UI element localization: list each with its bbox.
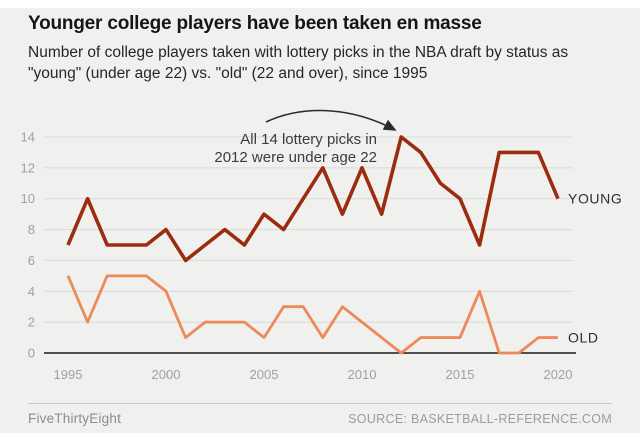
source-label: SOURCE: BASKETBALL-REFERENCE.COM — [348, 411, 612, 426]
y-tick-label: 0 — [28, 346, 35, 361]
annotation-line1: All 14 lottery picks in — [240, 131, 377, 148]
series-label-young: YOUNG — [568, 191, 622, 207]
y-tick-label: 10 — [21, 191, 35, 206]
chart-title: Younger college players have been taken … — [28, 13, 482, 34]
y-tick-label: 2 — [28, 315, 35, 330]
y-tick-label: 12 — [21, 160, 35, 175]
x-tick-label: 2010 — [348, 367, 377, 382]
annotation-arrow — [265, 109, 397, 131]
x-tick-label: 2020 — [544, 367, 573, 382]
chart-header: Younger college players have been taken … — [28, 12, 624, 84]
x-tick-label: 2005 — [250, 367, 279, 382]
chart-footer: FiveThirtyEight SOURCE: BASKETBALL-REFER… — [28, 403, 612, 426]
y-tick-label: 4 — [28, 284, 35, 299]
old-line — [66, 274, 558, 355]
top-margin — [0, 0, 640, 8]
bottom-margin — [0, 433, 640, 436]
x-tick-label: 2015 — [446, 367, 475, 382]
x-tick-label: 1995 — [54, 367, 83, 382]
y-tick-label: 14 — [21, 129, 35, 144]
x-tick-label: 2000 — [152, 367, 181, 382]
y-tick-label: 8 — [28, 222, 35, 237]
series-label-old: OLD — [568, 330, 599, 346]
chart-subtitle: Number of college players taken with lot… — [28, 44, 569, 82]
brand-label: FiveThirtyEight — [28, 411, 122, 426]
y-tick-label: 6 — [28, 253, 35, 268]
annotation-line2: 2012 were under age 22 — [214, 149, 377, 166]
young-line — [66, 135, 560, 263]
